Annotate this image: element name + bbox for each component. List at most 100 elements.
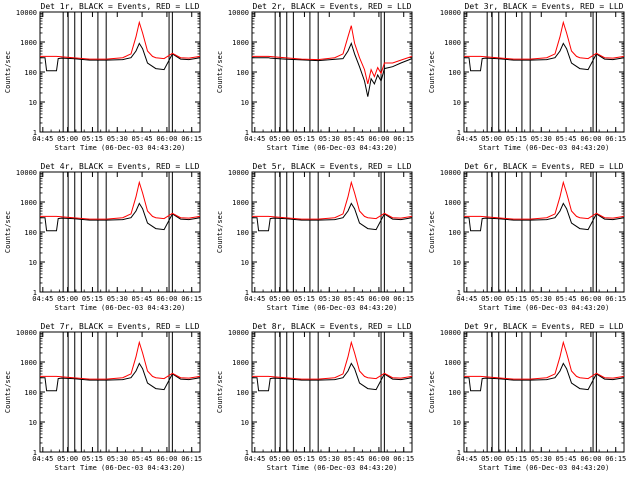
x-tick-label: 05:45	[344, 455, 365, 463]
x-tick-label: 05:15	[294, 295, 315, 303]
x-tick-label: 05:30	[531, 135, 552, 143]
y-tick-label: 10	[453, 259, 461, 267]
x-axis-label: Start Time (06-Dec-03 04:43:20)	[479, 464, 610, 472]
events-series-line	[464, 362, 625, 392]
y-tick-label: 100	[24, 229, 37, 237]
x-axis-label: Start Time (06-Dec-03 04:43:20)	[55, 144, 186, 152]
panel-det-9: Det 9r, BLACK = Events, RED = LLD 1 10 100 1…	[428, 322, 626, 472]
x-tick-label: 05:00	[481, 135, 502, 143]
x-tick-label: 05:00	[269, 135, 290, 143]
y-axis-label: Counts/sec	[428, 211, 436, 253]
plot-frame	[251, 11, 413, 133]
panel-det-6: Det 6r, BLACK = Events, RED = LLD 1 10 100 1…	[428, 162, 626, 312]
y-tick-label: 10	[29, 259, 37, 267]
x-tick-label: 05:00	[57, 455, 78, 463]
panel-title: Det 2r, BLACK = Events, RED = LLD	[253, 2, 412, 11]
y-tick-label: 10000	[228, 169, 249, 177]
x-tick-label: 05:15	[82, 295, 103, 303]
events-series-line	[252, 41, 413, 97]
plot-frame	[463, 171, 625, 293]
x-axis-label: Start Time (06-Dec-03 04:43:20)	[267, 464, 398, 472]
x-axis-label: Start Time (06-Dec-03 04:43:20)	[55, 304, 186, 312]
x-tick-label: 05:00	[481, 295, 502, 303]
plot-frame	[463, 11, 625, 133]
x-tick-label: 06:00	[156, 455, 177, 463]
y-tick-label: 1000	[444, 359, 461, 367]
plot-frame	[39, 331, 201, 453]
x-tick-label: 05:30	[319, 455, 340, 463]
panel-det-8: Det 8r, BLACK = Events, RED = LLD 1 10 100 1…	[216, 322, 414, 472]
panel-det-4: Det 4r, BLACK = Events, RED = LLD 1 10 100 1…	[4, 162, 202, 312]
x-tick-label: 05:15	[506, 455, 527, 463]
x-tick-label: 05:45	[556, 455, 577, 463]
y-tick-label: 1	[33, 129, 37, 137]
y-tick-label: 10	[29, 99, 37, 107]
x-tick-label: 05:45	[556, 295, 577, 303]
lld-series-line	[464, 20, 625, 60]
x-tick-label: 06:00	[156, 295, 177, 303]
y-tick-label: 1000	[232, 359, 249, 367]
y-tick-label: 10000	[16, 329, 37, 337]
y-tick-label: 100	[448, 389, 461, 397]
panel-title: Det 6r, BLACK = Events, RED = LLD	[465, 162, 624, 171]
y-tick-label: 1000	[232, 39, 249, 47]
y-tick-label: 10000	[440, 169, 461, 177]
x-tick-label: 05:15	[82, 135, 103, 143]
x-tick-label: 05:00	[481, 455, 502, 463]
x-tick-label: 06:00	[580, 135, 601, 143]
x-tick-label: 05:30	[107, 295, 128, 303]
y-axis-label: Counts/sec	[216, 211, 224, 253]
x-axis-label: Start Time (06-Dec-03 04:43:20)	[267, 304, 398, 312]
x-tick-label: 05:00	[57, 135, 78, 143]
panel-det-5: Det 5r, BLACK = Events, RED = LLD 1 10 100 1…	[216, 162, 414, 312]
y-tick-label: 1000	[20, 199, 37, 207]
x-tick-label: 05:00	[57, 295, 78, 303]
y-tick-label: 1000	[444, 199, 461, 207]
x-tick-label: 06:15	[605, 135, 626, 143]
y-tick-label: 10	[453, 99, 461, 107]
y-tick-label: 1	[457, 449, 461, 457]
panel-det-7: Det 7r, BLACK = Events, RED = LLD 1 10 100 1…	[4, 322, 202, 472]
y-axis-label: Counts/sec	[4, 51, 12, 93]
lld-series-line	[464, 340, 625, 380]
lld-series-line	[40, 180, 201, 220]
panel-title: Det 5r, BLACK = Events, RED = LLD	[253, 162, 412, 171]
x-tick-label: 05:45	[344, 135, 365, 143]
y-tick-label: 100	[236, 389, 249, 397]
y-axis-label: Counts/sec	[216, 51, 224, 93]
y-tick-label: 100	[448, 229, 461, 237]
y-tick-label: 10000	[228, 329, 249, 337]
events-series-line	[40, 362, 201, 392]
x-tick-label: 06:00	[156, 135, 177, 143]
x-tick-label: 04:45	[244, 295, 265, 303]
x-tick-label: 06:15	[181, 135, 202, 143]
lld-series-line	[252, 340, 413, 380]
y-tick-label: 100	[236, 229, 249, 237]
x-tick-label: 06:00	[368, 135, 389, 143]
x-tick-label: 04:45	[32, 295, 53, 303]
y-tick-label: 10	[241, 419, 249, 427]
y-tick-label: 1	[245, 449, 249, 457]
x-tick-label: 04:45	[456, 295, 477, 303]
x-tick-label: 05:45	[132, 455, 153, 463]
x-tick-label: 04:45	[32, 455, 53, 463]
x-tick-label: 05:30	[531, 455, 552, 463]
x-tick-label: 06:15	[393, 295, 414, 303]
lld-series-line	[252, 180, 413, 220]
lld-series-line	[252, 25, 413, 85]
events-series-line	[252, 362, 413, 392]
y-tick-label: 10000	[16, 9, 37, 17]
y-axis-label: Counts/sec	[4, 211, 12, 253]
x-tick-label: 06:00	[368, 455, 389, 463]
panel-title: Det 3r, BLACK = Events, RED = LLD	[465, 2, 624, 11]
y-tick-label: 100	[236, 69, 249, 77]
y-tick-label: 10	[453, 419, 461, 427]
x-tick-label: 05:30	[107, 455, 128, 463]
x-tick-label: 05:00	[269, 295, 290, 303]
x-tick-label: 06:00	[368, 295, 389, 303]
x-tick-label: 06:00	[580, 455, 601, 463]
y-axis-label: Counts/sec	[428, 371, 436, 413]
x-tick-label: 05:30	[107, 135, 128, 143]
plot-frame	[39, 171, 201, 293]
